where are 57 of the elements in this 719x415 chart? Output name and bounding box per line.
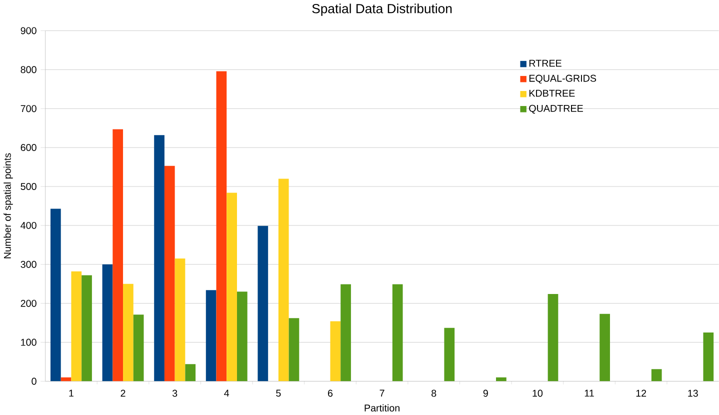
y-tick-label: 400 [20,222,36,229]
bar [548,294,558,382]
y-tick-label: 900 [20,27,36,34]
bar [600,314,610,382]
x-tick-label: 8 [432,390,436,397]
bar [102,264,113,382]
y-tick-label: 0 [32,378,36,385]
x-tick-label: 7 [380,390,384,396]
y-tick-label: 100 [21,338,36,346]
x-axis-title: Partition [364,404,400,412]
bar [340,284,351,382]
bar [236,292,248,382]
bar [703,332,714,382]
bar [82,275,92,382]
bar [154,135,164,382]
bar [258,226,268,382]
y-tick-label: 200 [20,300,36,307]
bar [174,258,186,382]
y-tick-label: 800 [20,66,36,74]
bar [133,314,144,382]
x-tick-label: 10 [532,390,543,397]
bar [288,318,300,382]
bar [206,290,216,382]
y-tick-label: 300 [20,260,36,268]
bar [278,178,289,382]
x-tick-label: 11 [584,390,594,396]
y-axis-title: Number of spatial points [4,153,13,258]
x-tick-label: 1 [69,390,74,396]
x-tick-label: 4 [224,390,230,396]
x-tick-label: 2 [120,390,126,397]
bar [496,377,506,382]
chart-title: Spatial Data Distribution [312,4,452,16]
x-tick-label: 12 [636,390,646,397]
x-tick-label: 6 [328,390,333,397]
bar [216,71,227,382]
legend-label: EQUAL-GRIDS [529,74,596,84]
x-tick-label: 9 [483,390,488,397]
x-tick-label: 3 [172,390,178,397]
bar [330,321,341,382]
legend-label: KDBTREE [529,90,575,97]
x-tick-label: 13 [688,390,698,397]
bar [112,129,124,382]
bar [651,369,662,382]
bar [50,208,61,382]
legend-label: QUADTREE [529,104,583,114]
bar [164,166,175,382]
bar [226,192,237,382]
bar [444,328,455,382]
bar [123,284,134,382]
y-tick-label: 500 [20,182,36,190]
legend-label: RTREE [529,60,562,67]
bar [392,284,403,382]
y-tick-label: 600 [20,144,36,151]
x-tick-label: 5 [276,390,281,397]
y-tick-label: 700 [20,105,36,112]
bar [71,271,82,382]
bar [185,364,196,382]
